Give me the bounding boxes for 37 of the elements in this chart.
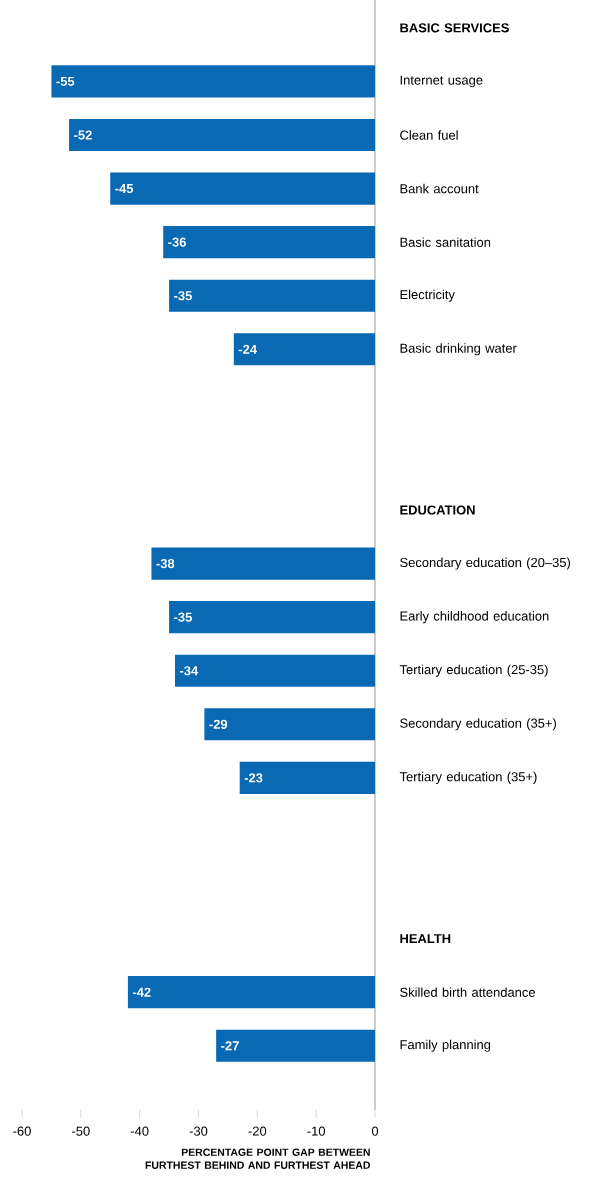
- y-tick-label: BASIC SERVICES: [400, 23, 509, 33]
- data-label: -27: [221, 1041, 239, 1051]
- y-tick-label: Tertiary education (35+): [399, 771, 537, 784]
- data-label: -52: [74, 130, 92, 140]
- data-label: -29: [209, 719, 228, 729]
- data-label: -38: [156, 558, 175, 569]
- data-label: -42: [132, 987, 151, 997]
- y-tick-label: Secondary education (35+): [400, 718, 556, 731]
- data-label: -45: [115, 184, 134, 194]
- data-label: -36: [168, 237, 186, 247]
- data-label: -35: [174, 612, 192, 622]
- x-tick-label: -50: [72, 1126, 90, 1136]
- y-tick-label: Clean fuel: [400, 130, 458, 140]
- x-tick-label: -10: [307, 1126, 326, 1136]
- y-tick-label: Secondary education (20–35): [400, 557, 571, 570]
- y-tick-label: Skilled birth attendance: [400, 987, 535, 997]
- y-tick-label: EDUCATION: [400, 505, 475, 515]
- x-tick-label: -30: [189, 1126, 208, 1136]
- y-tick-label: Basic drinking water: [400, 343, 517, 356]
- y-tick-label: Electricity: [400, 289, 455, 302]
- x-axis-title: PERCENTAGE POINT GAP BETWEEN FURTHEST BEHIND AND FURTHEST AHEAD: [145, 1148, 371, 1169]
- y-tick-label: HEALTH: [400, 934, 451, 944]
- data-label: -24: [238, 344, 257, 354]
- x-tick-label: -40: [130, 1126, 149, 1136]
- y-tick-label: Early childhood education: [400, 611, 549, 624]
- y-tick-label: Bank account: [400, 183, 479, 194]
- x-tick-label: 0: [371, 1126, 379, 1136]
- y-tick-label: Tertiary education (25-35): [399, 664, 548, 677]
- data-label: -34: [179, 666, 199, 676]
- data-label: -35: [174, 291, 192, 301]
- y-tick-label: Internet usage: [400, 75, 483, 88]
- data-label: -55: [56, 76, 75, 86]
- data-label: -23: [244, 773, 263, 783]
- x-tick-label: -20: [248, 1126, 267, 1136]
- y-tick-label: Family planning: [400, 1039, 491, 1052]
- y-tick-label: Basic sanitation: [400, 237, 491, 247]
- x-tick-label: -60: [13, 1126, 31, 1136]
